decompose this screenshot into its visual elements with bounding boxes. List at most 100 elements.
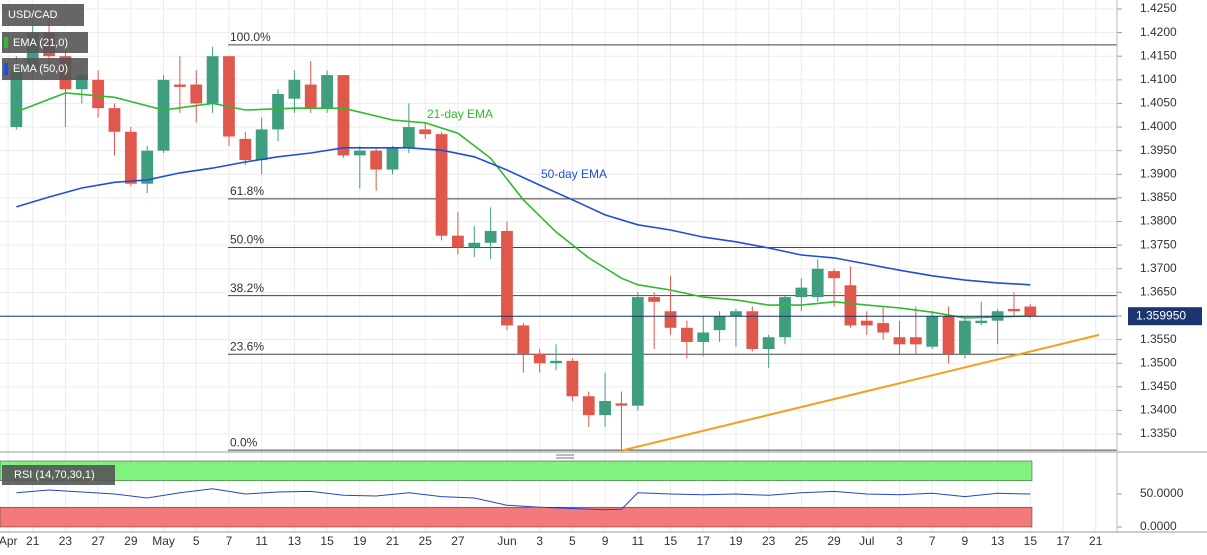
- candle-body: [909, 337, 922, 345]
- x-tick-label: 19: [729, 534, 743, 548]
- candle-body: [157, 79, 170, 151]
- x-tick-label: 7: [226, 534, 233, 548]
- candle-body: [124, 131, 137, 184]
- y-tick-label: 1.3350: [1140, 426, 1177, 440]
- x-tick-label: 21: [26, 534, 40, 548]
- candle-body: [844, 285, 857, 326]
- candle-body: [550, 360, 562, 364]
- candle-body: [582, 396, 595, 416]
- candle-body: [190, 84, 203, 104]
- x-tick-label: 23: [762, 534, 776, 548]
- candle-body: [746, 311, 759, 350]
- x-tick-label: 9: [602, 534, 609, 548]
- candle-body: [484, 230, 497, 243]
- candle-body: [10, 70, 23, 128]
- x-tick-label: May: [152, 534, 175, 548]
- y-tick-label: 1.3950: [1140, 143, 1177, 157]
- candle-body: [1008, 308, 1020, 312]
- candle-body: [239, 138, 252, 161]
- x-tick-label: 3: [896, 534, 903, 548]
- y-tick-label: 1.4250: [1140, 1, 1177, 15]
- candle-body: [811, 268, 824, 298]
- legend-label: EMA (21,0): [13, 37, 68, 49]
- y-tick-label: 1.4050: [1140, 96, 1177, 110]
- candle-body: [419, 129, 432, 135]
- y-tick-label: 1.4100: [1140, 72, 1177, 86]
- candle-body: [828, 271, 840, 279]
- candle-body: [386, 148, 399, 170]
- legend-box: [2, 58, 88, 80]
- y-tick-label: 1.3700: [1140, 261, 1177, 275]
- last-price-label: 1.359950: [1136, 308, 1186, 322]
- y-tick-label: 50.0000: [1140, 486, 1184, 500]
- legend-box: [2, 32, 88, 53]
- candle-body: [713, 315, 726, 331]
- trend-line: [621, 333, 1100, 452]
- x-tick-label: 19: [353, 534, 367, 548]
- fib-label: 61.8%: [230, 184, 264, 198]
- x-tick-label: 5: [193, 534, 200, 548]
- candle-body: [174, 84, 186, 87]
- candle-body: [304, 84, 317, 109]
- candle-body: [435, 134, 448, 236]
- x-tick-label: 15: [1024, 534, 1038, 548]
- legend-swatch: [4, 63, 8, 75]
- candle-body: [468, 242, 481, 248]
- x-tick-label: 17: [1056, 534, 1070, 548]
- candle-body: [795, 287, 808, 298]
- annotation: 21-day EMA: [427, 107, 493, 121]
- ema-line: [16, 92, 1031, 319]
- x-tick-label: Apr: [0, 534, 18, 548]
- candle-body: [108, 108, 121, 132]
- candle-body: [452, 235, 464, 248]
- y-tick-label: 1.3400: [1140, 403, 1177, 417]
- candle-body: [762, 337, 775, 350]
- x-tick-label: 21: [386, 534, 400, 548]
- last-price-box: [1128, 307, 1202, 326]
- candle-body: [255, 129, 268, 161]
- y-tick-label: 1.3500: [1140, 355, 1177, 369]
- y-tick-label: 1.3450: [1140, 379, 1177, 393]
- candle-body: [631, 297, 644, 406]
- candle-body: [75, 75, 88, 90]
- candle-body: [599, 400, 611, 416]
- candle-body: [730, 311, 742, 316]
- legend-label: EMA (50,0): [13, 63, 68, 75]
- candle-body: [223, 56, 235, 137]
- annotation: 50-day EMA: [541, 167, 607, 181]
- candle-body: [648, 297, 661, 302]
- y-tick-label: 1.3900: [1140, 166, 1177, 180]
- candle-body: [975, 320, 988, 324]
- x-tick-label: 5: [569, 534, 576, 548]
- panel-handle: [556, 454, 574, 459]
- x-tick-label: 27: [451, 534, 465, 548]
- candle-body: [680, 327, 693, 342]
- x-tick-label: 29: [124, 534, 138, 548]
- candle-body: [353, 150, 366, 156]
- candle-body: [337, 75, 350, 156]
- x-tick-label: 3: [536, 534, 543, 548]
- legend-title: USD/CAD: [8, 9, 58, 21]
- x-tick-label: 29: [827, 534, 841, 548]
- y-tick-label: 0.0000: [1140, 519, 1177, 533]
- candle-body: [517, 325, 530, 354]
- x-tick-label: 9: [962, 534, 969, 548]
- candle-body: [501, 230, 513, 326]
- fib-label: 38.2%: [230, 281, 264, 295]
- candle-body: [92, 79, 105, 109]
- candle-body: [893, 337, 906, 345]
- candle-body: [877, 323, 890, 333]
- rsi-band: [0, 506, 1033, 528]
- x-tick-label: 17: [697, 534, 711, 548]
- candle-body: [942, 315, 955, 354]
- candle-body: [288, 79, 301, 99]
- rsi-line: [16, 488, 1031, 511]
- y-tick-label: 1.4200: [1140, 25, 1177, 39]
- legend-box: [2, 4, 84, 26]
- fib-label: 50.0%: [230, 233, 264, 247]
- x-tick-label: 15: [320, 534, 334, 548]
- rsi-band: [0, 460, 1033, 482]
- x-tick-label: 13: [991, 534, 1005, 548]
- y-tick-label: 1.3800: [1140, 214, 1177, 228]
